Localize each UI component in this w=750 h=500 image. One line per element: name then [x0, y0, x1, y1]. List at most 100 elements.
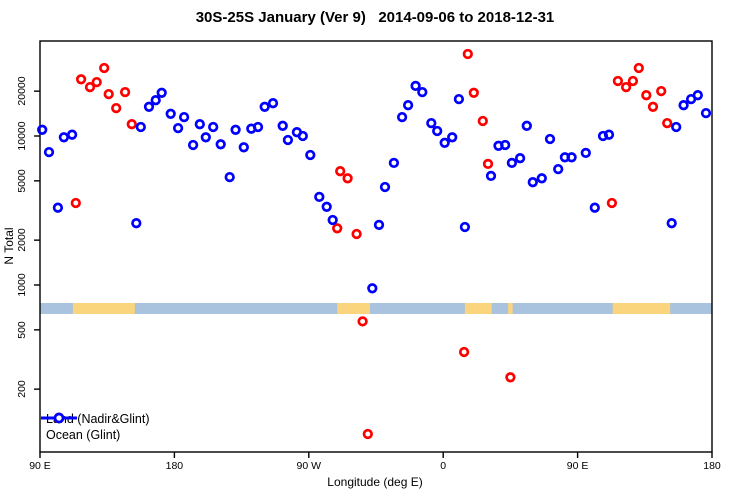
- data-point-ocean: [43, 146, 55, 158]
- data-point-ocean: [589, 202, 600, 213]
- data-point-ocean: [131, 218, 142, 229]
- legend-label-ocean: Ocean (Glint): [46, 428, 121, 442]
- y-tick-label: 500: [16, 321, 28, 339]
- plot-border: [39, 40, 713, 453]
- data-point-ocean: [172, 122, 184, 134]
- data-point-land: [662, 117, 673, 129]
- x-tick-label: 90 E: [566, 460, 589, 472]
- data-point-ocean: [208, 121, 219, 133]
- data-point-ocean: [396, 111, 408, 123]
- data-point-land: [627, 75, 639, 87]
- data-point-ocean: [453, 93, 465, 105]
- data-point-land: [641, 90, 652, 101]
- data-point-ocean: [327, 214, 338, 226]
- data-point-land: [462, 48, 473, 60]
- data-point-land: [612, 75, 624, 87]
- data-point-ocean: [536, 173, 547, 184]
- data-point-land: [335, 166, 346, 177]
- chart-title: 30S-25S January (Ver 9) 2014-09-06 to 20…: [195, 9, 555, 26]
- data-point-land: [468, 87, 479, 98]
- data-point-land: [606, 197, 618, 209]
- data-point-land: [647, 101, 659, 112]
- data-point-ocean: [321, 201, 332, 212]
- data-point-land: [656, 85, 667, 97]
- data-point-ocean: [52, 202, 64, 213]
- land-strip-segment: [337, 303, 371, 314]
- data-point-ocean: [432, 125, 443, 137]
- data-point-land: [91, 76, 102, 88]
- data-point-ocean: [527, 177, 538, 188]
- data-point-ocean: [388, 157, 400, 169]
- data-point-ocean: [402, 100, 414, 111]
- data-point-ocean: [187, 139, 199, 151]
- data-point-ocean: [426, 117, 437, 129]
- data-point-land: [342, 173, 353, 184]
- data-point-land: [620, 81, 632, 93]
- data-point-land: [84, 81, 96, 93]
- x-tick-label: 180: [703, 460, 721, 472]
- data-point-ocean: [671, 121, 682, 133]
- data-point-ocean: [143, 101, 155, 112]
- data-point-ocean: [506, 157, 518, 169]
- data-point-land: [477, 115, 488, 127]
- data-point-land: [332, 223, 343, 234]
- data-point-ocean: [58, 132, 70, 143]
- data-point-ocean: [379, 181, 391, 193]
- data-point-ocean: [678, 100, 689, 111]
- data-point-ocean: [439, 137, 450, 148]
- data-point-land: [357, 316, 368, 327]
- data-point-land: [103, 88, 114, 100]
- y-tick-label: 200: [16, 380, 28, 398]
- y-tick-label: 2000: [16, 228, 28, 252]
- data-point-ocean: [224, 171, 235, 183]
- data-point-ocean: [66, 129, 78, 140]
- data-point-ocean: [282, 134, 294, 146]
- x-tick-label: 0: [440, 460, 447, 472]
- data-point-ocean: [165, 108, 176, 119]
- data-point-ocean: [580, 147, 591, 159]
- data-point-ocean: [200, 132, 211, 143]
- data-point-land: [362, 428, 373, 440]
- data-point-ocean: [514, 153, 526, 164]
- data-point-ocean: [417, 86, 428, 98]
- data-point-land: [482, 158, 494, 170]
- data-point-ocean: [485, 170, 497, 182]
- data-point-land: [505, 372, 516, 383]
- x-tick-label: 90 W: [296, 460, 322, 472]
- data-point-ocean: [373, 219, 385, 231]
- data-point-ocean: [500, 139, 511, 151]
- data-point-land: [75, 74, 87, 85]
- data-point-ocean: [597, 130, 609, 142]
- data-point-ocean: [215, 139, 226, 150]
- data-point-ocean: [135, 121, 146, 133]
- data-point-ocean: [297, 130, 308, 142]
- y-tick-label: 10000: [16, 121, 28, 151]
- data-point-ocean: [603, 129, 615, 140]
- land-strip-segment: [508, 303, 513, 314]
- data-point-ocean: [277, 120, 288, 131]
- data-point-ocean: [267, 98, 279, 109]
- ocean-strip: [40, 303, 712, 314]
- x-tick-label: 180: [165, 460, 184, 472]
- data-point-ocean: [521, 120, 532, 131]
- data-point-land: [633, 62, 644, 74]
- legend-item-ocean: Ocean (Glint): [40, 412, 150, 443]
- data-point-land: [111, 102, 122, 114]
- data-point-ocean: [553, 163, 564, 175]
- data-point-land: [119, 86, 131, 98]
- data-point-ocean: [666, 218, 677, 229]
- data-point-ocean: [252, 121, 264, 133]
- data-point-ocean: [150, 95, 161, 106]
- ocean-series-marker-icon: [41, 412, 77, 424]
- data-point-land: [458, 346, 470, 358]
- data-point-ocean: [230, 124, 241, 135]
- data-point-ocean: [544, 133, 556, 145]
- data-point-ocean: [700, 107, 712, 119]
- y-tick-label: 5000: [16, 169, 28, 193]
- data-point-ocean: [410, 80, 421, 92]
- data-point-ocean: [156, 87, 167, 98]
- land-strip-segment: [72, 303, 135, 314]
- data-point-ocean: [692, 90, 703, 101]
- data-point-ocean: [194, 119, 205, 130]
